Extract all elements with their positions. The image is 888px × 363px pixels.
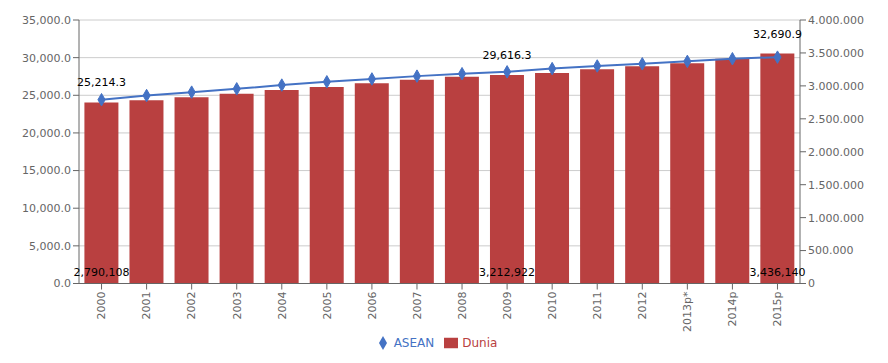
svg-text:500.000: 500.000 bbox=[808, 244, 854, 257]
html-text:ASEAN: ASEAN bbox=[393, 335, 435, 350]
svg-text:3.500.000: 3.500.000 bbox=[808, 47, 864, 60]
svg-text:25,214.3: 25,214.3 bbox=[77, 76, 126, 89]
svg-text:2001: 2001 bbox=[140, 292, 153, 320]
svg-text:2000: 2000 bbox=[95, 292, 108, 320]
svg-text:2008: 2008 bbox=[456, 292, 469, 320]
svg-text:2012: 2012 bbox=[636, 292, 649, 320]
svg-text:2015p: 2015p bbox=[771, 291, 784, 326]
html-text:Dunia: Dunia bbox=[462, 335, 498, 350]
svg-text:0.0: 0.0 bbox=[54, 277, 72, 290]
svg-text:3,212,922: 3,212,922 bbox=[479, 266, 535, 279]
svg-text:2014p: 2014p bbox=[726, 291, 739, 326]
svg-text:3.000.000: 3.000.000 bbox=[808, 80, 864, 93]
svg-text:1.000.000: 1.000.000 bbox=[808, 212, 864, 225]
svg-text:15,000.0: 15,000.0 bbox=[22, 164, 71, 177]
svg-text:2010: 2010 bbox=[546, 292, 559, 320]
svg-text:0: 0 bbox=[808, 277, 815, 290]
svg-text:2006: 2006 bbox=[366, 292, 379, 320]
svg-text:2011: 2011 bbox=[591, 292, 604, 320]
svg-text:20,000.0: 20,000.0 bbox=[22, 127, 71, 140]
svg-text:5,000.0: 5,000.0 bbox=[29, 240, 71, 253]
svg-text:1.500.000: 1.500.000 bbox=[808, 179, 864, 192]
svg-text:2005: 2005 bbox=[321, 292, 334, 320]
svg-text:30,000.0: 30,000.0 bbox=[22, 52, 71, 65]
svg-text:2.000.000: 2.000.000 bbox=[808, 146, 864, 159]
svg-text:2013p*: 2013p* bbox=[681, 291, 694, 332]
svg-text:4.000.000: 4.000.000 bbox=[808, 14, 864, 27]
svg-text:35,000.0: 35,000.0 bbox=[22, 14, 71, 27]
svg-text:2009: 2009 bbox=[501, 292, 514, 320]
svg-text:2004: 2004 bbox=[276, 292, 289, 320]
svg-text:2003: 2003 bbox=[231, 292, 244, 320]
svg-text:2007: 2007 bbox=[411, 292, 424, 320]
svg-text:10,000.0: 10,000.0 bbox=[22, 202, 71, 215]
svg-text:3,436,140: 3,436,140 bbox=[749, 266, 805, 279]
svg-text:2,790,108: 2,790,108 bbox=[74, 266, 130, 279]
svg-text:32,690.9: 32,690.9 bbox=[753, 28, 802, 41]
svg-text:29,616.3: 29,616.3 bbox=[483, 49, 532, 62]
svg-text:2002: 2002 bbox=[185, 292, 198, 320]
svg-text:25,000.0: 25,000.0 bbox=[22, 89, 71, 102]
svg-text:2.500.000: 2.500.000 bbox=[808, 113, 864, 126]
